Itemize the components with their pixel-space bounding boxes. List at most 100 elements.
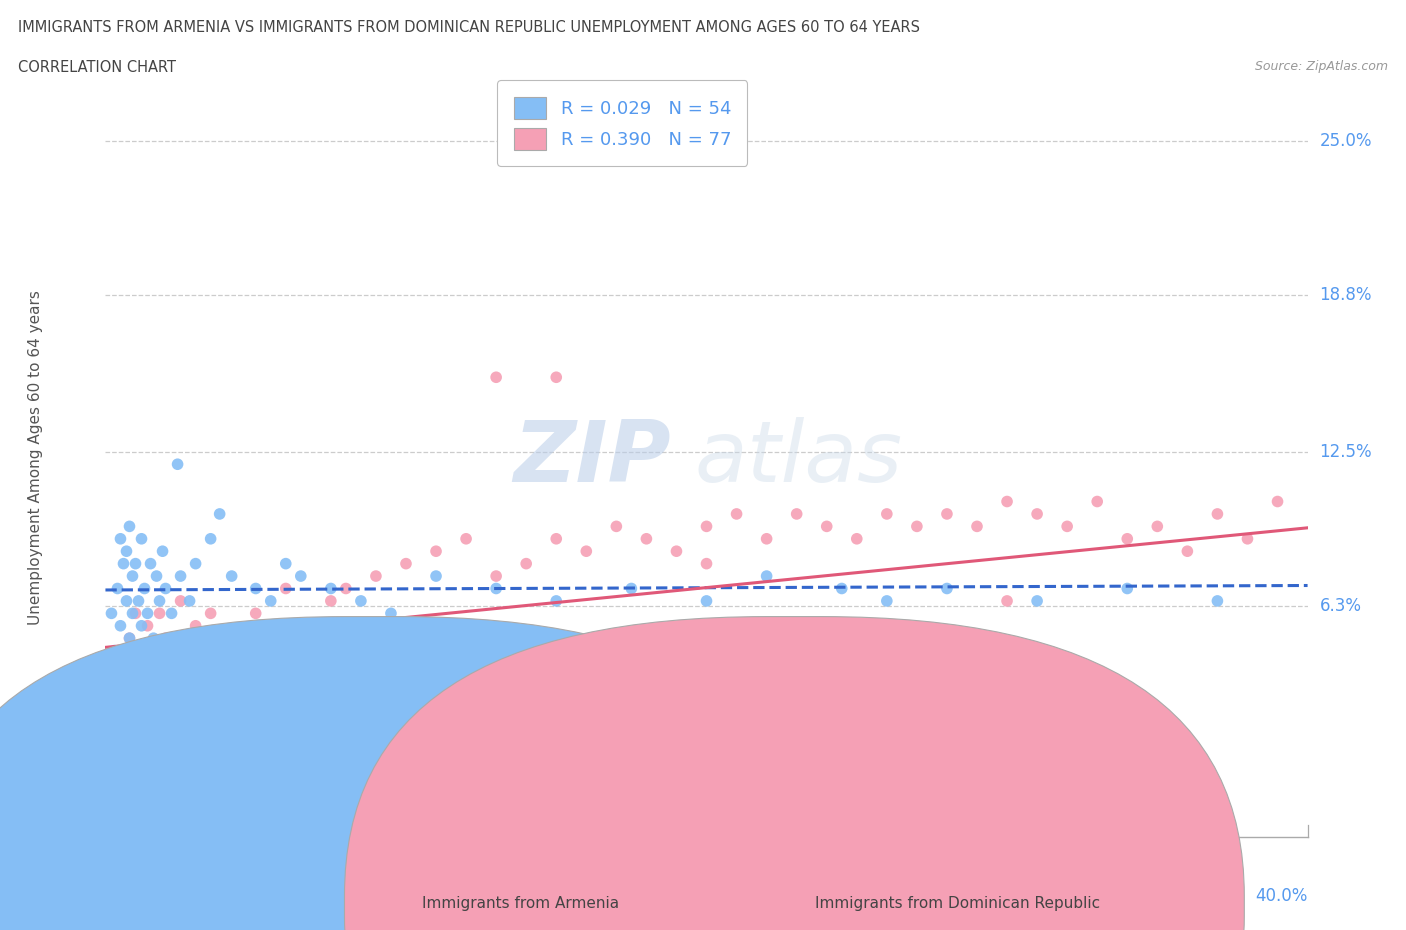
Point	[1206, 593, 1229, 608]
Point	[936, 507, 959, 522]
Point	[725, 507, 748, 522]
Text: 6.3%: 6.3%	[1320, 597, 1361, 615]
Point	[350, 593, 373, 608]
Point	[208, 644, 231, 658]
Point	[107, 705, 129, 720]
Point	[290, 568, 312, 583]
Point	[260, 656, 283, 671]
Point	[1026, 593, 1049, 608]
Point	[260, 593, 283, 608]
Point	[142, 656, 165, 671]
Point	[100, 767, 122, 782]
Point	[485, 370, 508, 385]
Point	[145, 681, 167, 696]
Point	[905, 519, 928, 534]
Point	[1116, 581, 1139, 596]
Point	[1175, 544, 1198, 559]
Point	[845, 531, 868, 546]
Point	[380, 606, 402, 621]
Point	[134, 767, 156, 782]
Point	[245, 606, 267, 621]
Point	[110, 681, 132, 696]
Point	[139, 693, 162, 708]
Point	[485, 568, 508, 583]
Point	[1116, 531, 1139, 546]
Text: 12.5%: 12.5%	[1320, 443, 1372, 460]
Point	[425, 568, 447, 583]
Text: IMMIGRANTS FROM ARMENIA VS IMMIGRANTS FROM DOMINICAN REPUBLIC UNEMPLOYMENT AMONG: IMMIGRANTS FROM ARMENIA VS IMMIGRANTS FR…	[18, 20, 921, 35]
Point	[155, 631, 177, 645]
Point	[166, 457, 188, 472]
Point	[169, 593, 191, 608]
Legend: R = 0.029   N = 54, R = 0.390   N = 77: R = 0.029 N = 54, R = 0.390 N = 77	[498, 81, 748, 166]
Point	[1056, 519, 1078, 534]
Point	[152, 544, 174, 559]
Point	[515, 556, 537, 571]
Point	[115, 767, 138, 782]
Text: Source: ZipAtlas.com: Source: ZipAtlas.com	[1254, 60, 1388, 73]
Text: ZIP: ZIP	[513, 417, 671, 499]
Point	[131, 531, 153, 546]
Point	[995, 494, 1018, 509]
Point	[118, 718, 141, 733]
Point	[575, 544, 598, 559]
Point	[274, 556, 297, 571]
Point	[190, 693, 212, 708]
Point	[136, 606, 159, 621]
Point	[229, 631, 252, 645]
Point	[184, 618, 207, 633]
Point	[696, 593, 718, 608]
Point	[124, 606, 146, 621]
Point	[425, 544, 447, 559]
Point	[148, 593, 170, 608]
Point	[546, 531, 568, 546]
Point	[155, 581, 177, 596]
Point	[100, 606, 122, 621]
Point	[214, 668, 236, 683]
Point	[110, 618, 132, 633]
Point	[121, 780, 143, 795]
Point	[936, 581, 959, 596]
Point	[139, 556, 162, 571]
Point	[786, 507, 808, 522]
Point	[845, 800, 868, 815]
Point	[546, 370, 568, 385]
Point	[160, 606, 183, 621]
Point	[112, 556, 135, 571]
Point	[115, 693, 138, 708]
Point	[128, 644, 150, 658]
Point	[1085, 494, 1108, 509]
Text: 25.0%: 25.0%	[1320, 132, 1372, 150]
Text: 0.0%: 0.0%	[105, 886, 148, 905]
Point	[319, 581, 342, 596]
Point	[1146, 519, 1168, 534]
Point	[755, 531, 778, 546]
Point	[966, 519, 988, 534]
Text: 40.0%: 40.0%	[1256, 886, 1308, 905]
Point	[107, 581, 129, 596]
Point	[131, 618, 153, 633]
Point	[636, 531, 658, 546]
Point	[124, 705, 146, 720]
Point	[200, 606, 222, 621]
Point	[335, 581, 357, 596]
Point	[1206, 507, 1229, 522]
Point	[179, 656, 201, 671]
Point	[112, 656, 135, 671]
Point	[605, 519, 627, 534]
Point	[454, 531, 477, 546]
Point	[148, 606, 170, 621]
Point	[395, 556, 418, 571]
Point	[131, 668, 153, 683]
Point	[124, 656, 146, 671]
Point	[184, 556, 207, 571]
Point	[166, 718, 188, 733]
Point	[121, 606, 143, 621]
Point	[665, 544, 688, 559]
Point	[169, 568, 191, 583]
Point	[121, 568, 143, 583]
Point	[876, 507, 898, 522]
Point	[110, 531, 132, 546]
Point	[620, 581, 643, 596]
Point	[696, 556, 718, 571]
